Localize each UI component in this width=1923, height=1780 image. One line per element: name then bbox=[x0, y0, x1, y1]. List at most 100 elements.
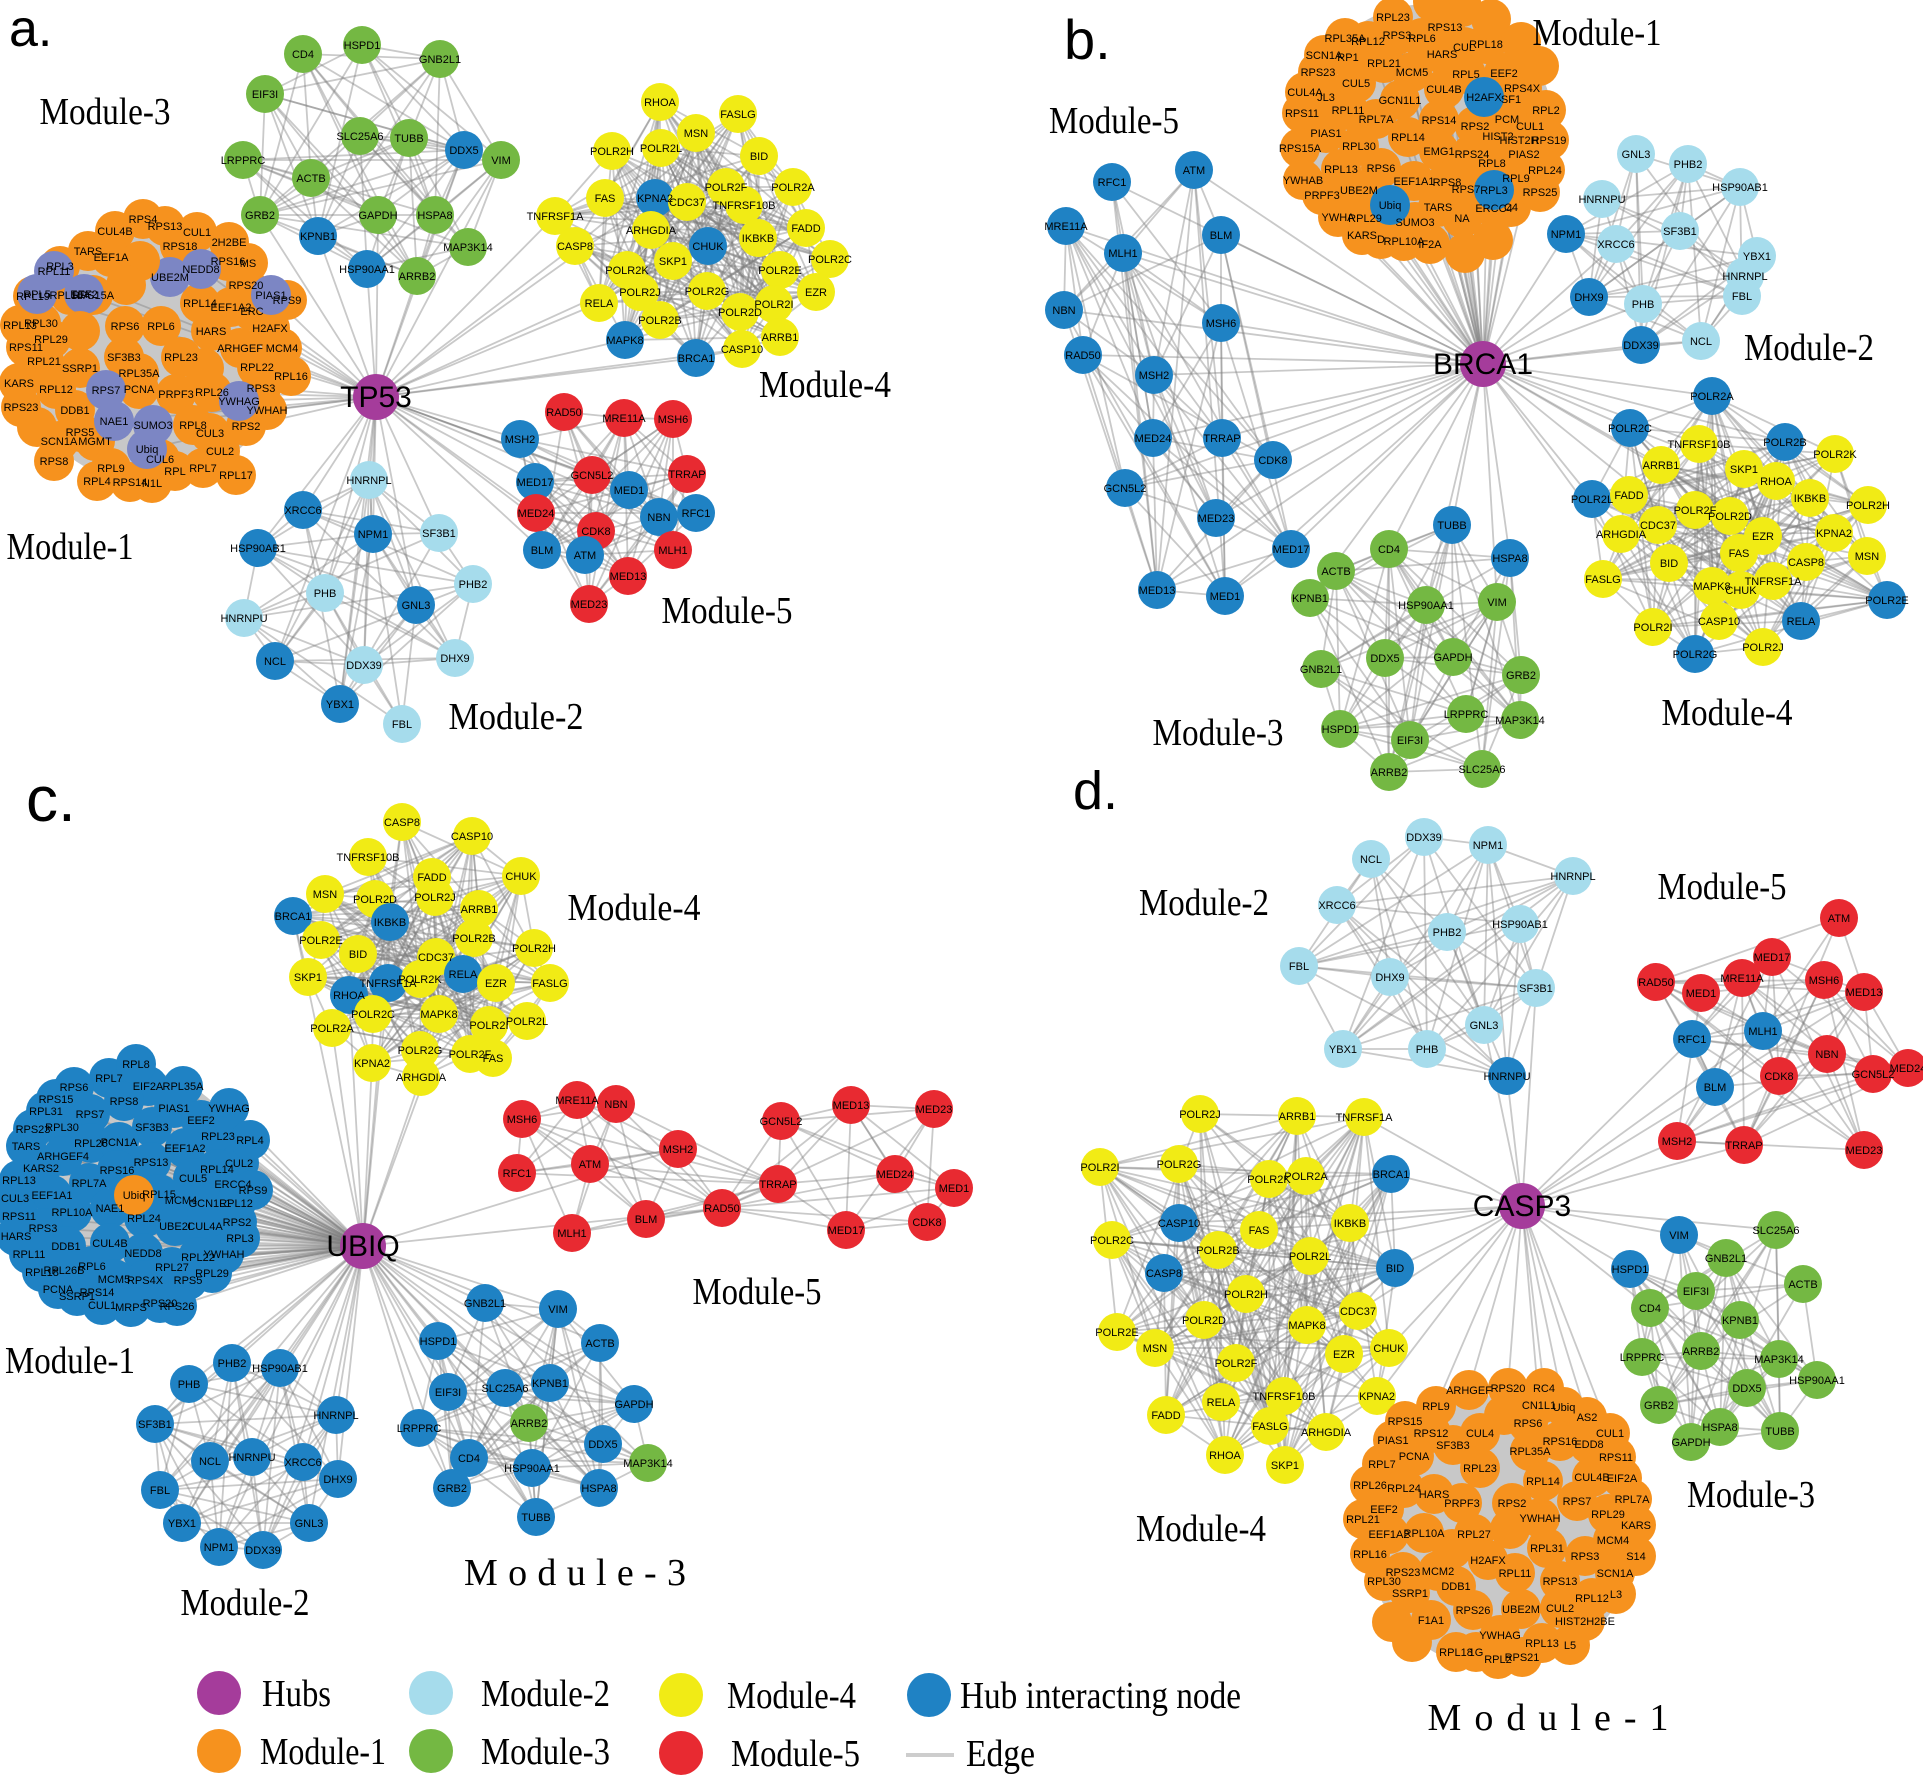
svg-text:CASP8: CASP8 bbox=[1788, 557, 1824, 569]
svg-text:MSH2: MSH2 bbox=[1662, 1136, 1693, 1148]
svg-text:CASP8: CASP8 bbox=[384, 817, 420, 829]
svg-text:SF3B1: SF3B1 bbox=[138, 1419, 172, 1431]
svg-text:RHOA: RHOA bbox=[644, 97, 676, 109]
svg-text:HIST2H2BE: HIST2H2BE bbox=[1555, 1616, 1615, 1628]
svg-text:CDC37: CDC37 bbox=[418, 952, 454, 964]
svg-text:MCM2: MCM2 bbox=[1422, 1566, 1454, 1578]
svg-text:PHB2: PHB2 bbox=[459, 579, 488, 591]
svg-text:MED17: MED17 bbox=[828, 1225, 865, 1237]
svg-text:RPL3: RPL3 bbox=[46, 261, 74, 273]
svg-text:BID: BID bbox=[750, 151, 768, 163]
svg-text:POLR2C: POLR2C bbox=[808, 254, 852, 266]
svg-text:RPL18: RPL18 bbox=[25, 1267, 59, 1279]
svg-text:SKP1: SKP1 bbox=[294, 972, 322, 984]
svg-text:RPL: RPL bbox=[164, 466, 185, 478]
svg-text:POLR2E: POLR2E bbox=[1865, 595, 1908, 607]
svg-text:RPL11: RPL11 bbox=[1332, 105, 1365, 117]
svg-text:RPS23: RPS23 bbox=[16, 1124, 51, 1136]
svg-text:MSH2: MSH2 bbox=[663, 1144, 694, 1156]
svg-text:HARS: HARS bbox=[196, 326, 227, 338]
svg-text:RPS20: RPS20 bbox=[143, 1298, 178, 1310]
svg-text:MED17: MED17 bbox=[517, 477, 554, 489]
svg-text:DDB1: DDB1 bbox=[1441, 1581, 1470, 1593]
svg-text:RELA: RELA bbox=[585, 298, 614, 310]
svg-text:Module-5: Module-5 bbox=[1658, 866, 1787, 908]
svg-text:Module-3: Module-3 bbox=[1687, 1474, 1815, 1516]
svg-text:PHB2: PHB2 bbox=[218, 1358, 247, 1370]
svg-text:RPL23: RPL23 bbox=[1463, 1463, 1497, 1475]
svg-text:MED24: MED24 bbox=[877, 1169, 914, 1181]
svg-text:RPS11: RPS11 bbox=[1285, 108, 1319, 120]
svg-text:POLR2L: POLR2L bbox=[506, 1016, 548, 1028]
svg-text:GAPDH: GAPDH bbox=[614, 1399, 653, 1411]
svg-text:YWHA: YWHA bbox=[1322, 212, 1356, 224]
svg-text:TARS: TARS bbox=[74, 246, 103, 258]
svg-text:RPL6: RPL6 bbox=[78, 1261, 106, 1273]
svg-text:POLR2K: POLR2K bbox=[398, 974, 442, 986]
svg-text:Module-3: Module-3 bbox=[464, 1552, 686, 1594]
svg-text:RPL7: RPL7 bbox=[189, 463, 217, 475]
svg-text:c.: c. bbox=[26, 763, 76, 835]
svg-text:POLR2I: POLR2I bbox=[1633, 622, 1672, 634]
svg-text:POLR2E: POLR2E bbox=[299, 935, 342, 947]
svg-text:NBN: NBN bbox=[1815, 1049, 1838, 1061]
svg-text:MRE11A: MRE11A bbox=[1720, 973, 1764, 985]
svg-text:RPS2: RPS2 bbox=[232, 421, 261, 433]
svg-text:POLR2K: POLR2K bbox=[605, 265, 649, 277]
svg-text:CD4: CD4 bbox=[1378, 544, 1400, 556]
svg-text:CUL2: CUL2 bbox=[206, 446, 234, 458]
svg-text:GNL3: GNL3 bbox=[1470, 1020, 1499, 1032]
svg-text:RPS3: RPS3 bbox=[1571, 1551, 1600, 1563]
svg-text:YBX1: YBX1 bbox=[1743, 251, 1771, 263]
svg-text:LRPPRC: LRPPRC bbox=[1444, 709, 1489, 721]
svg-text:POLR2G: POLR2G bbox=[685, 286, 730, 298]
svg-text:PCNA: PCNA bbox=[1399, 1451, 1430, 1463]
svg-text:EEF1A1: EEF1A1 bbox=[1394, 176, 1435, 188]
svg-text:Module-4: Module-4 bbox=[568, 887, 701, 929]
svg-text:RFC1: RFC1 bbox=[1678, 1034, 1707, 1046]
svg-text:MLH1: MLH1 bbox=[1748, 1026, 1777, 1038]
svg-text:NEDD8: NEDD8 bbox=[124, 1248, 161, 1260]
svg-text:DHX9: DHX9 bbox=[440, 653, 469, 665]
svg-text:NBN: NBN bbox=[1052, 305, 1075, 317]
svg-text:RAD50: RAD50 bbox=[546, 407, 581, 419]
svg-text:CUL4B: CUL4B bbox=[92, 1238, 127, 1250]
svg-text:TNFRSF10B: TNFRSF10B bbox=[1668, 439, 1731, 451]
svg-text:MSH6: MSH6 bbox=[658, 414, 689, 426]
svg-text:POLR2H: POLR2H bbox=[590, 146, 634, 158]
svg-text:SF3B3: SF3B3 bbox=[1436, 1440, 1470, 1452]
svg-text:TARS: TARS bbox=[12, 1141, 41, 1153]
svg-text:MRE11A: MRE11A bbox=[1044, 221, 1088, 233]
svg-text:POLR2F: POLR2F bbox=[1215, 1358, 1258, 1370]
svg-text:GCN5L2: GCN5L2 bbox=[760, 1116, 803, 1128]
svg-text:NCL: NCL bbox=[199, 1456, 221, 1468]
svg-text:HSPA8: HSPA8 bbox=[581, 1483, 616, 1495]
svg-text:MSH6: MSH6 bbox=[1206, 318, 1237, 330]
svg-text:RPS4X: RPS4X bbox=[127, 1275, 164, 1287]
svg-text:ACTB: ACTB bbox=[1321, 566, 1350, 578]
svg-text:Edge: Edge bbox=[966, 1733, 1035, 1775]
svg-text:RPL10A: RPL10A bbox=[50, 290, 92, 302]
svg-text:NBN: NBN bbox=[604, 1099, 627, 1111]
svg-text:NPM1: NPM1 bbox=[1473, 840, 1504, 852]
svg-text:SKP1: SKP1 bbox=[1271, 1460, 1299, 1472]
svg-text:NCL: NCL bbox=[1690, 336, 1712, 348]
svg-text:RPL13: RPL13 bbox=[2, 1175, 36, 1187]
svg-text:TNFRSF1A: TNFRSF1A bbox=[360, 978, 418, 990]
svg-text:RPS23: RPS23 bbox=[4, 402, 39, 414]
svg-text:RPL27: RPL27 bbox=[1457, 1529, 1491, 1541]
svg-text:TRRAP: TRRAP bbox=[1203, 433, 1240, 445]
svg-text:RPL29: RPL29 bbox=[1348, 213, 1382, 225]
svg-text:MAP3K14: MAP3K14 bbox=[443, 242, 493, 254]
svg-text:HSPD1: HSPD1 bbox=[1322, 724, 1359, 736]
svg-text:RPS13: RPS13 bbox=[148, 221, 183, 233]
svg-text:HNRNPU: HNRNPU bbox=[1483, 1071, 1530, 1083]
svg-text:RPL7A: RPL7A bbox=[72, 1178, 108, 1190]
svg-text:SLC25A6: SLC25A6 bbox=[1458, 764, 1505, 776]
svg-text:RPL13: RPL13 bbox=[3, 320, 37, 332]
svg-text:YBX1: YBX1 bbox=[326, 699, 354, 711]
svg-text:POLR2A: POLR2A bbox=[771, 182, 815, 194]
svg-text:CUL5: CUL5 bbox=[1342, 78, 1370, 90]
svg-text:PHB: PHB bbox=[178, 1379, 201, 1391]
svg-text:NCL: NCL bbox=[1360, 854, 1382, 866]
